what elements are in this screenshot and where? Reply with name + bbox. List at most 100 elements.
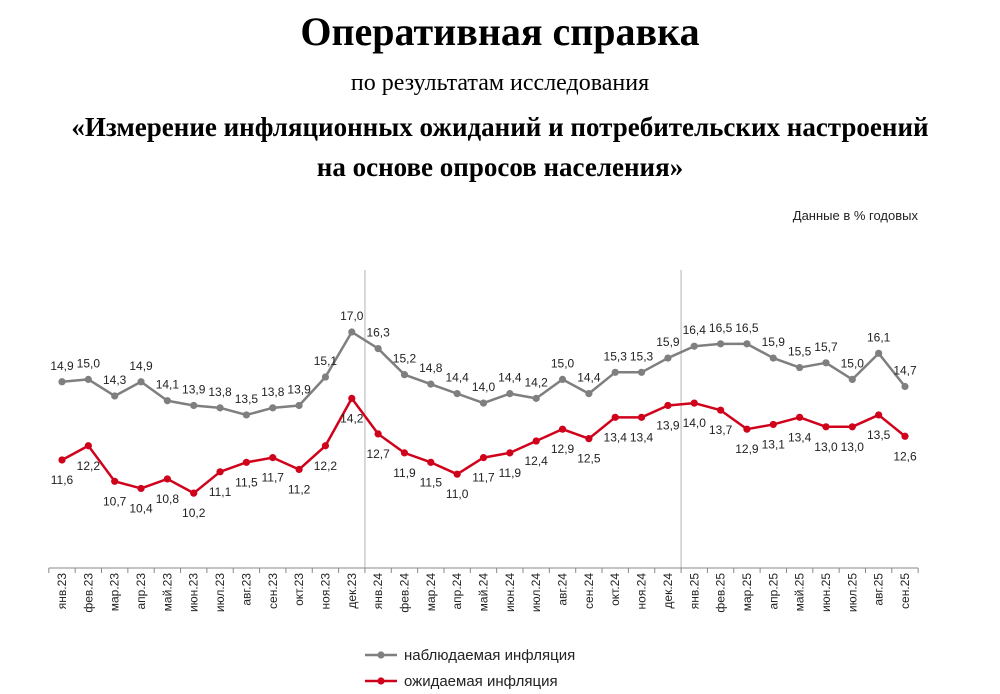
data-point [664,401,672,410]
data-point [242,411,251,419]
study-title-line1: «Измерение инфляционных ожиданий и потре… [71,112,929,142]
data-point [163,475,171,483]
legend-label: ожидаемая инфляция [404,673,558,690]
data-point [585,390,593,398]
x-tick-label: сен.24 [582,573,596,609]
data-point [532,437,540,445]
x-tick-label: авг.23 [239,573,253,606]
data-label: 14,7 [893,364,917,378]
data-point [190,401,198,410]
study-title-line2: на основе опросов населения» [316,152,684,182]
data-label: 13,0 [841,440,865,454]
data-label: 12,2 [314,459,338,473]
data-label: 15,9 [656,335,680,349]
data-label: 13,9 [182,382,206,396]
data-point [479,399,488,407]
data-label: 10,4 [129,501,153,515]
data-label: 12,6 [893,449,917,463]
data-point [427,458,435,466]
data-label: 15,0 [841,356,865,370]
x-tick-label: янв.23 [55,573,69,610]
data-point [664,354,672,362]
data-point [875,349,883,357]
data-point [84,375,92,383]
data-point [796,413,804,421]
data-label: 13,4 [604,430,628,444]
data-point [558,425,567,433]
x-tick-label: июн.23 [187,573,201,612]
data-point [242,458,251,466]
data-label: 13,8 [208,385,232,399]
data-label: 15,3 [604,349,628,363]
data-label: 13,1 [762,437,786,451]
data-label: 11,2 [288,482,311,496]
data-point [190,489,198,497]
data-point [374,344,382,353]
data-label: 12,9 [735,442,759,456]
x-tick-label: апр.23 [134,573,148,610]
data-point [453,390,461,398]
x-tick-label: ноя.24 [635,573,649,610]
data-label: 11,7 [262,471,285,485]
x-tick-label: янв.25 [687,573,701,610]
data-point [822,423,830,431]
data-point [848,375,856,383]
data-point [84,442,92,450]
data-label: 16,5 [735,321,759,335]
data-point [611,368,619,376]
data-label: 11,0 [446,487,469,501]
data-point [743,340,751,348]
data-label: 12,5 [577,452,601,466]
data-point [216,468,224,476]
data-point [532,394,540,402]
data-label: 10,8 [156,492,180,506]
data-label: 15,3 [630,349,654,363]
x-tick-label: фев.25 [714,573,728,613]
data-point [769,354,777,362]
data-label: 14,0 [683,416,707,430]
data-point [269,454,277,462]
data-point [716,340,725,348]
data-label: 16,5 [709,321,733,335]
data-point [585,435,593,443]
data-point [321,442,330,450]
units-note: Данные в % годовых [792,208,918,223]
x-tick-label: дек.23 [345,573,359,609]
data-point [137,484,145,493]
data-label: 14,0 [472,380,496,394]
data-label: 14,8 [419,361,443,375]
data-label: 11,9 [499,466,522,480]
data-point [163,397,171,405]
data-point [269,404,277,412]
x-tick-label: июл.25 [845,573,859,612]
x-tick-label: дек.24 [661,573,675,609]
data-label: 15,0 [551,356,575,370]
data-point [506,390,514,398]
data-point [611,413,619,421]
data-label: 13,9 [656,418,680,432]
data-point [848,423,856,431]
data-label: 12,4 [525,454,549,468]
data-label: 11,1 [209,485,232,499]
data-label: 11,7 [472,471,495,485]
x-tick-label: мар.25 [740,573,754,612]
x-tick-label: окт.24 [608,573,622,606]
x-tick-label: фев.24 [397,573,411,613]
x-tick-label: июн.24 [503,573,517,612]
data-label: 14,4 [445,371,469,385]
data-point [137,378,145,386]
data-label: 11,6 [51,473,74,487]
x-tick-label: июл.23 [213,573,227,612]
legend-marker [377,651,385,659]
data-point [506,449,514,457]
data-point [637,413,646,421]
data-label: 13,9 [287,382,311,396]
data-label: 14,3 [103,373,127,387]
x-tick-label: окт.23 [292,573,306,606]
legend-label: наблюдаемая инфляция [404,647,575,664]
data-label: 13,4 [630,430,654,444]
data-point [427,380,435,388]
data-point [743,425,751,433]
data-point [216,404,224,412]
